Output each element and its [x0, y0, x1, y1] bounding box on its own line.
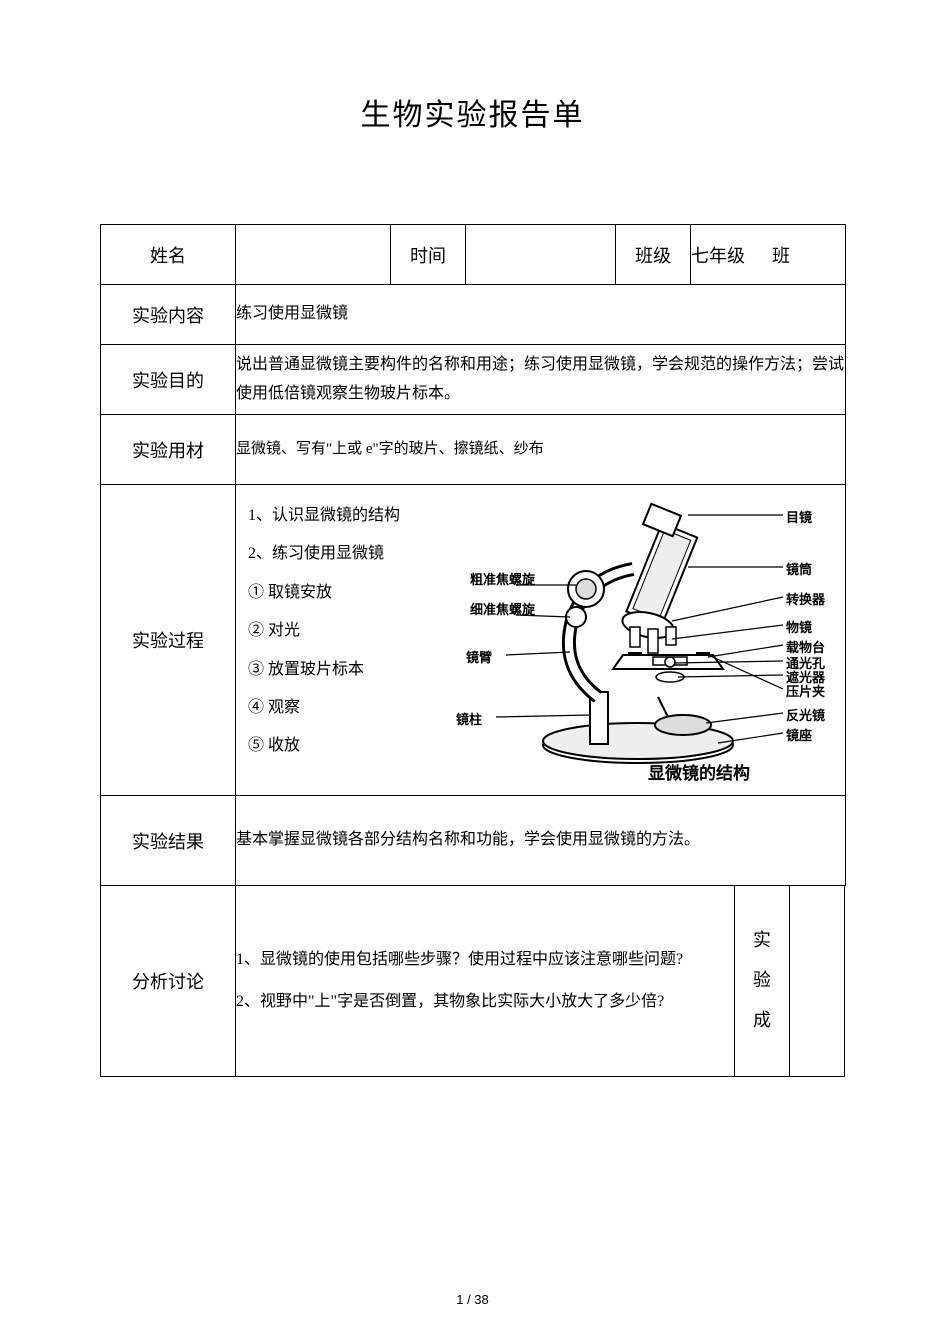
label-arm: 镜臂: [466, 647, 492, 666]
content-value: 练习使用显微镜: [236, 285, 846, 345]
step-7: ⑤ 收放: [248, 727, 448, 765]
process-label: 实验过程: [101, 485, 236, 796]
side-2: 验: [735, 961, 789, 1001]
materials-value: 显微镜、写有"上或 e"字的玻片、擦镜纸、纱布: [236, 415, 846, 485]
label-revolver: 转换器: [786, 589, 825, 608]
side-label: 实 验 成: [735, 886, 790, 1076]
label-mirror: 反光镜: [786, 705, 825, 724]
time-value: [466, 225, 616, 285]
result-value: 基本掌握显微镜各部分结构名称和功能，学会使用显微镜的方法。: [236, 796, 846, 886]
microscope-caption: 显微镜的结构: [648, 759, 750, 784]
side-empty: [790, 886, 845, 1076]
microscope-diagram: 粗准焦螺旋 细准焦螺旋 镜臂 镜柱 目镜 镜筒 转换器 物镜 载物台 通光: [448, 497, 837, 787]
time-label: 时间: [391, 225, 466, 285]
name-value: [236, 225, 391, 285]
discuss-q1: 1、显微镜的使用包括哪些步骤？使用过程中应该注意哪些问题?: [236, 939, 734, 981]
label-fine: 细准焦螺旋: [454, 603, 514, 617]
label-pillar: 镜柱: [456, 709, 482, 728]
class-prefix: 七年级: [691, 246, 745, 266]
process-cell: 1、认识显微镜的结构 2、练习使用显微镜 ① 取镜安放 ② 对光 ③ 放置玻片标…: [236, 485, 846, 796]
discuss-content: 1、显微镜的使用包括哪些步骤？使用过程中应该注意哪些问题? 2、视野中"上"字是…: [236, 886, 735, 1076]
side-3: 成: [735, 1001, 789, 1041]
class-value: 七年级 班: [691, 225, 846, 285]
content-label: 实验内容: [101, 285, 236, 345]
label-base: 镜座: [786, 725, 812, 744]
report-table: 姓名 时间 班级 七年级 班 实验内容 练习使用显微镜 实验目的 说出普通显微镜…: [100, 224, 846, 886]
discuss-q2: 2、视野中"上"字是否倒置，其物象比实际大小放大了多少倍?: [236, 981, 734, 1023]
label-clip: 压片夹: [786, 681, 825, 700]
name-label: 姓名: [101, 225, 236, 285]
materials-label: 实验用材: [101, 415, 236, 485]
discuss-label: 分析讨论: [101, 886, 236, 1076]
label-eyepiece: 目镜: [786, 507, 812, 526]
class-label: 班级: [616, 225, 691, 285]
purpose-label: 实验目的: [101, 345, 236, 415]
step-1: 1、认识显微镜的结构: [248, 497, 448, 535]
label-tube: 镜筒: [786, 559, 812, 578]
label-coarse: 粗准焦螺旋: [454, 573, 514, 587]
page-number: 1 / 38: [0, 1292, 945, 1307]
step-5: ③ 放置玻片标本: [248, 651, 448, 689]
step-6: ④ 观察: [248, 689, 448, 727]
discussion-table: 分析讨论 1、显微镜的使用包括哪些步骤？使用过程中应该注意哪些问题? 2、视野中…: [100, 886, 845, 1077]
microscope-icon: [448, 497, 828, 787]
step-2: 2、练习使用显微镜: [248, 535, 448, 573]
result-label: 实验结果: [101, 796, 236, 886]
label-objective: 物镜: [786, 617, 812, 636]
step-3: ① 取镜安放: [248, 574, 448, 612]
class-suffix: 班: [772, 246, 790, 266]
step-4: ② 对光: [248, 612, 448, 650]
side-1: 实: [735, 921, 789, 961]
page-title: 生物实验报告单: [100, 90, 845, 134]
purpose-value: 说出普通显微镜主要构件的名称和用途；练习使用显微镜，学会规范的操作方法；尝试使用…: [236, 345, 846, 415]
process-steps: 1、认识显微镜的结构 2、练习使用显微镜 ① 取镜安放 ② 对光 ③ 放置玻片标…: [248, 497, 448, 766]
